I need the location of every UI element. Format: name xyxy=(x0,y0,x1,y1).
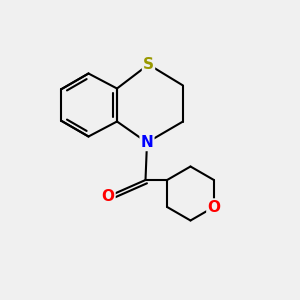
Text: N: N xyxy=(141,135,153,150)
Text: S: S xyxy=(143,57,154,72)
Text: O: O xyxy=(101,189,115,204)
Text: O: O xyxy=(207,200,220,214)
